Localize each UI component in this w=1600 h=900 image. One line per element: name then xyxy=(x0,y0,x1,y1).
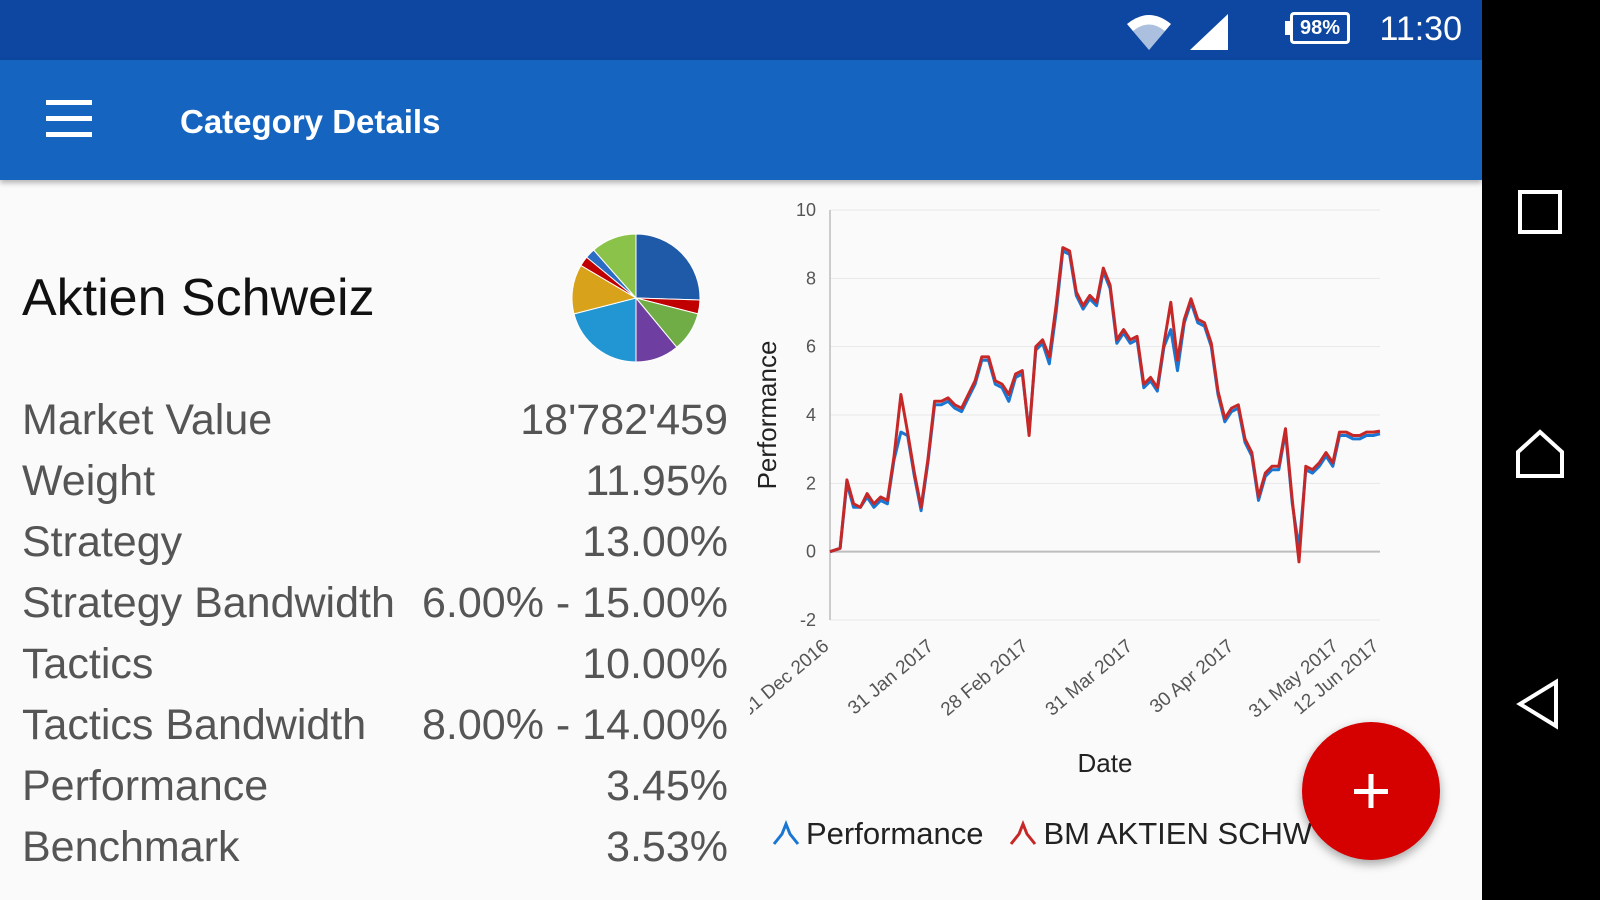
detail-value: 18'782'459 xyxy=(520,396,728,444)
x-tick-label: 31 Mar 2017 xyxy=(1042,636,1137,721)
pie-slice-4 xyxy=(573,297,637,363)
home-icon[interactable] xyxy=(1512,426,1568,482)
add-button[interactable] xyxy=(1302,722,1440,860)
detail-value: 6.00% - 15.00% xyxy=(422,579,728,627)
allocation-pie-chart xyxy=(571,233,701,363)
status-time: 11:30 xyxy=(1379,10,1462,48)
y-tick-label: -2 xyxy=(800,610,816,630)
detail-row: Tactics Bandwidth 8.00% - 14.00% xyxy=(22,695,728,756)
performance-line-chart: -2 0 2 4 6 8 10 31 Dec 2016 31 Jan 2017 28 Feb 20… xyxy=(750,200,1383,778)
x-tick-label: 30 Apr 2017 xyxy=(1146,636,1238,718)
y-tick-label: 4 xyxy=(806,405,816,425)
legend-label: Performance xyxy=(806,816,984,851)
signal-icon xyxy=(1190,14,1228,50)
x-tick-label: 31 Jan 2017 xyxy=(844,636,938,719)
menu-icon xyxy=(46,100,92,137)
series-line-0 xyxy=(829,249,1381,554)
menu-button[interactable] xyxy=(36,90,102,150)
detail-row: Tactics 10.00% xyxy=(22,634,728,695)
y-axis-label: Performance xyxy=(752,341,782,490)
battery-icon: 98% xyxy=(1290,12,1350,44)
detail-value: 10.00% xyxy=(582,640,728,688)
status-bar: 98% 11:30 xyxy=(0,0,1482,60)
x-axis-label: Date xyxy=(1078,748,1133,778)
detail-value: 3.45% xyxy=(606,762,728,810)
detail-row: Market Value 18'782'459 xyxy=(22,390,728,451)
series-line-1 xyxy=(829,246,1381,564)
category-title: Aktien Schweiz xyxy=(22,269,375,327)
legend-line-icon xyxy=(1010,820,1037,845)
pie-slice-8 xyxy=(592,233,637,300)
detail-label: Weight xyxy=(22,457,156,505)
detail-row: Strategy 13.00% xyxy=(22,512,728,573)
pie-slice-0 xyxy=(635,233,701,301)
detail-label: Tactics Bandwidth xyxy=(22,701,367,749)
navigation-bar xyxy=(1482,0,1600,900)
detail-label: Strategy xyxy=(22,518,183,566)
detail-label: Benchmark xyxy=(22,823,240,871)
detail-value: 8.00% - 14.00% xyxy=(422,701,728,749)
y-tick-label: 2 xyxy=(806,473,816,493)
back-icon[interactable] xyxy=(1512,676,1568,732)
plus-icon xyxy=(1354,774,1388,808)
details-list: Market Value 18'782'459 Weight 11.95% Strate… xyxy=(22,390,728,878)
x-tick-label: 28 Feb 2017 xyxy=(937,636,1032,721)
y-tick-label: 6 xyxy=(806,337,816,357)
detail-row: Performance 3.45% xyxy=(22,756,728,817)
detail-label: Market Value xyxy=(22,396,273,444)
legend-item-benchmark: BM AKTIEN SCHW xyxy=(1009,816,1312,852)
battery-cap xyxy=(1285,21,1290,35)
page-title: Category Details xyxy=(180,103,441,140)
detail-label: Performance xyxy=(22,762,269,810)
chart-legend: Performance BM AKTIEN SCHW xyxy=(772,812,1338,856)
y-tick-label: 10 xyxy=(796,200,816,220)
legend-line-icon xyxy=(772,820,800,845)
wifi-icon xyxy=(1127,15,1171,50)
detail-value: 3.53% xyxy=(606,823,728,871)
detail-label: Tactics xyxy=(22,640,154,688)
detail-label: Strategy Bandwidth xyxy=(22,579,395,627)
detail-value: 11.95% xyxy=(585,457,728,505)
detail-row: Strategy Bandwidth 6.00% - 15.00% xyxy=(22,573,728,634)
y-tick-label: 0 xyxy=(806,542,816,562)
detail-row: Benchmark 3.53% xyxy=(22,817,728,878)
app-bar xyxy=(0,60,1482,180)
detail-value: 13.00% xyxy=(582,518,728,566)
y-tick-label: 8 xyxy=(806,268,816,288)
detail-row: Weight 11.95% xyxy=(22,451,728,512)
recent-apps-icon[interactable] xyxy=(1512,184,1568,240)
legend-label: BM AKTIEN SCHW xyxy=(1043,816,1313,851)
x-tick-label: 31 Dec 2016 xyxy=(750,636,833,721)
legend-item-performance: Performance xyxy=(772,816,983,852)
